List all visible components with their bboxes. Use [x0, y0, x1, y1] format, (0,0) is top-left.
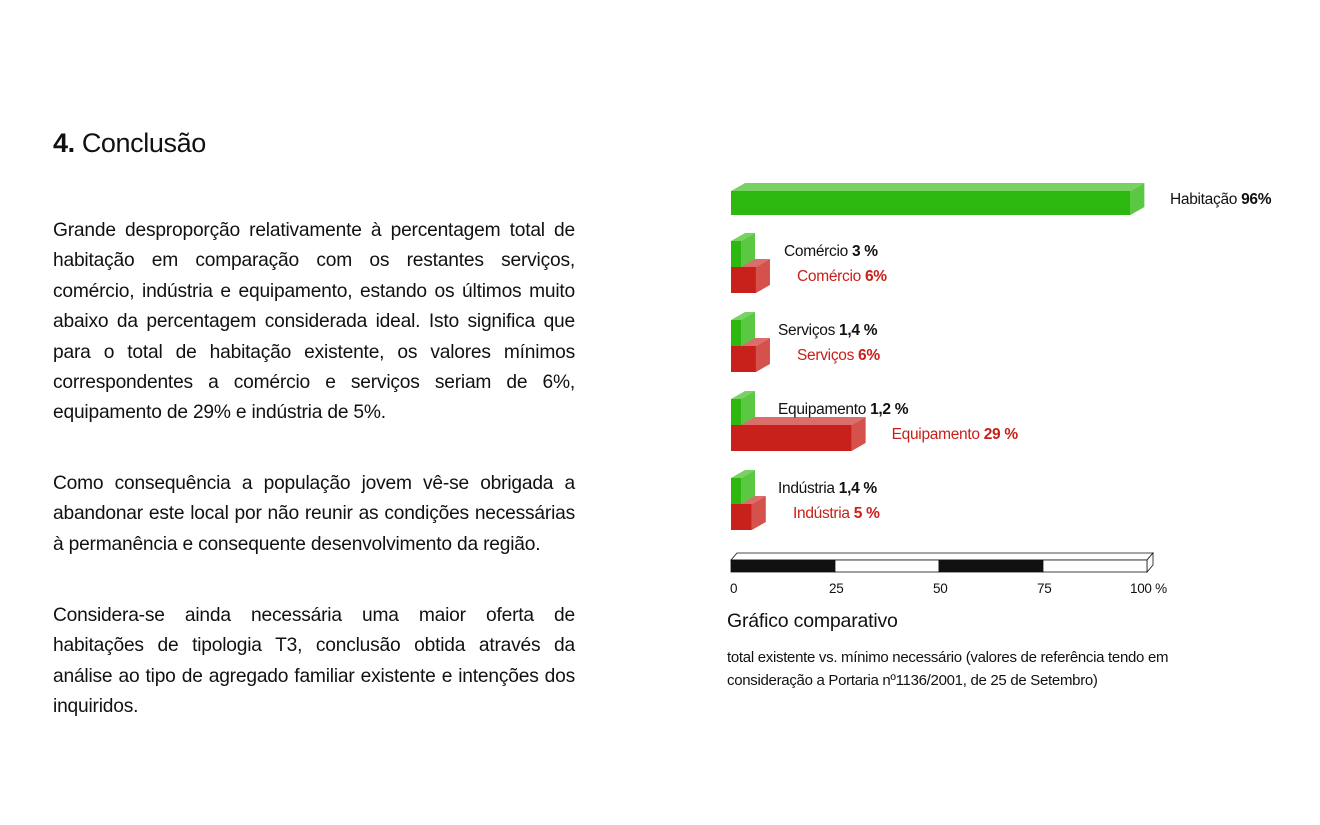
bar-existente-comercio [731, 233, 755, 267]
bar-necessario-comercio-side [755, 259, 770, 293]
scale-bar-top [730, 552, 1154, 561]
bar-existente-comercio-top [731, 233, 755, 241]
paragraph-conclusion: Grande desproporção relativamente à perc… [53, 220, 575, 424]
bar-existente-servicos [731, 312, 755, 346]
bar-existente-equipamento-front [731, 399, 741, 425]
x-tick-label-0: 0 [730, 581, 737, 596]
label-necessario-industria: Indústria 5 % [793, 505, 880, 522]
label-necessario-comercio-category: Comércio [797, 268, 865, 285]
bar-necessario-equipamento-side [851, 417, 866, 451]
chart-subtitle: total existente vs. mínimo necessário (v… [727, 649, 1169, 689]
bar-existente-equipamento [731, 391, 755, 425]
x-tick-label-1: 25 [829, 581, 843, 596]
label-necessario-equipamento-value: 29 % [984, 426, 1019, 443]
bar-necessario-equipamento-front [731, 425, 852, 451]
bar-existente-industria-front [731, 478, 741, 504]
label-existente-habitacao-category: Habitação [1170, 191, 1241, 208]
label-existente-equipamento-category: Equipamento [778, 401, 870, 418]
chart-title: Gráfico comparativo [727, 610, 898, 632]
bar-necessario-equipamento [731, 417, 866, 451]
bar-existente-industria-side [741, 470, 755, 504]
label-necessario-comercio-value: 6% [865, 268, 887, 285]
bar-existente-comercio-front [731, 241, 741, 267]
bar-existente-comercio-side [741, 233, 755, 267]
label-necessario-servicos-value: 6% [858, 347, 880, 364]
label-existente-industria-value: 1,4 % [839, 480, 878, 497]
bar-existente-equipamento-top [731, 391, 755, 399]
bar-existente-industria-top [731, 470, 755, 478]
scale-segment-3 [1042, 559, 1148, 573]
label-necessario-industria-category: Indústria [793, 505, 854, 522]
label-existente-equipamento-value: 1,2 % [870, 401, 909, 418]
scale-segment-0 [730, 559, 836, 573]
label-existente-industria-category: Indústria [778, 480, 839, 497]
label-existente-equipamento: Equipamento 1,2 % [778, 401, 909, 418]
paragraph-typology: Considera-se ainda necessária uma maior … [53, 605, 575, 718]
label-existente-comercio-value: 3 % [852, 243, 878, 260]
label-existente-habitacao: Habitação 96% [1170, 191, 1272, 208]
label-existente-habitacao-value: 96% [1241, 191, 1272, 208]
label-necessario-servicos-category: Serviços [797, 347, 858, 364]
bar-existente-servicos-top [731, 312, 755, 320]
bar-existente-equipamento-side [741, 391, 755, 425]
label-existente-servicos: Serviços 1,4 % [778, 322, 878, 339]
bar-existente-habitacao-front [731, 191, 1131, 215]
label-necessario-servicos: Serviços 6% [797, 347, 880, 364]
label-existente-servicos-category: Serviços [778, 322, 839, 339]
label-necessario-equipamento: Equipamento 29 % [892, 426, 1019, 443]
bar-necessario-servicos-side [755, 338, 770, 372]
scale-segment-2 [938, 559, 1044, 573]
bar-necessario-industria-side [751, 496, 766, 530]
label-necessario-comercio: Comércio 6% [797, 268, 887, 285]
section-number: 4. [53, 128, 75, 158]
scale-bar [730, 551, 1154, 574]
x-tick-label-2: 50 [933, 581, 947, 596]
bar-necessario-comercio-front [731, 267, 756, 293]
label-existente-comercio: Comércio 3 % [784, 243, 878, 260]
bar-necessario-servicos-front [731, 346, 756, 372]
section-title: 4. Conclusão [53, 128, 206, 159]
bar-necessario-equipamento-top [731, 417, 866, 425]
bar-existente-industria [731, 470, 755, 504]
label-existente-servicos-value: 1,4 % [839, 322, 878, 339]
bar-existente-servicos-side [741, 312, 755, 346]
paragraph-consequence: Como consequência a população jovem vê-s… [53, 473, 575, 555]
section-title-text: Conclusão [81, 128, 206, 158]
x-tick-label-4: 100 % [1130, 581, 1167, 596]
bar-existente-habitacao-top [731, 183, 1145, 191]
bar-necessario-industria [731, 496, 766, 530]
label-necessario-equipamento-category: Equipamento [892, 426, 984, 443]
label-necessario-industria-value: 5 % [854, 505, 880, 522]
bar-necessario-industria-front [731, 504, 752, 530]
bar-existente-servicos-front [731, 320, 741, 346]
bar-existente-habitacao [731, 183, 1145, 215]
label-existente-comercio-category: Comércio [784, 243, 852, 260]
scale-segment-1 [834, 559, 940, 573]
label-existente-industria: Indústria 1,4 % [778, 480, 877, 497]
bar-existente-habitacao-side [1130, 183, 1145, 215]
x-tick-label-3: 75 [1037, 581, 1051, 596]
